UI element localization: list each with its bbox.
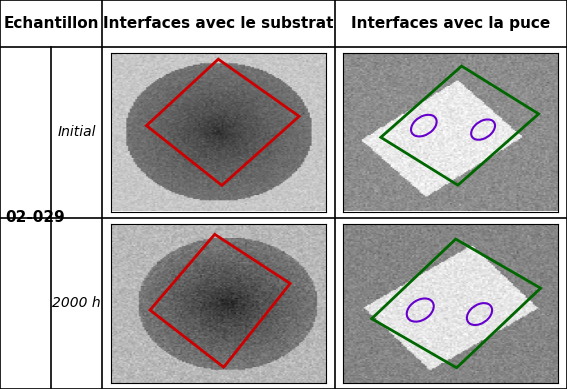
Text: 02-029: 02-029 (6, 210, 65, 225)
Text: Interfaces avec le substrat: Interfaces avec le substrat (103, 16, 333, 31)
Text: 2000 h: 2000 h (52, 296, 101, 310)
Text: Echantillon: Echantillon (3, 16, 99, 31)
Text: Initial: Initial (57, 125, 96, 139)
Text: Interfaces avec la puce: Interfaces avec la puce (351, 16, 551, 31)
